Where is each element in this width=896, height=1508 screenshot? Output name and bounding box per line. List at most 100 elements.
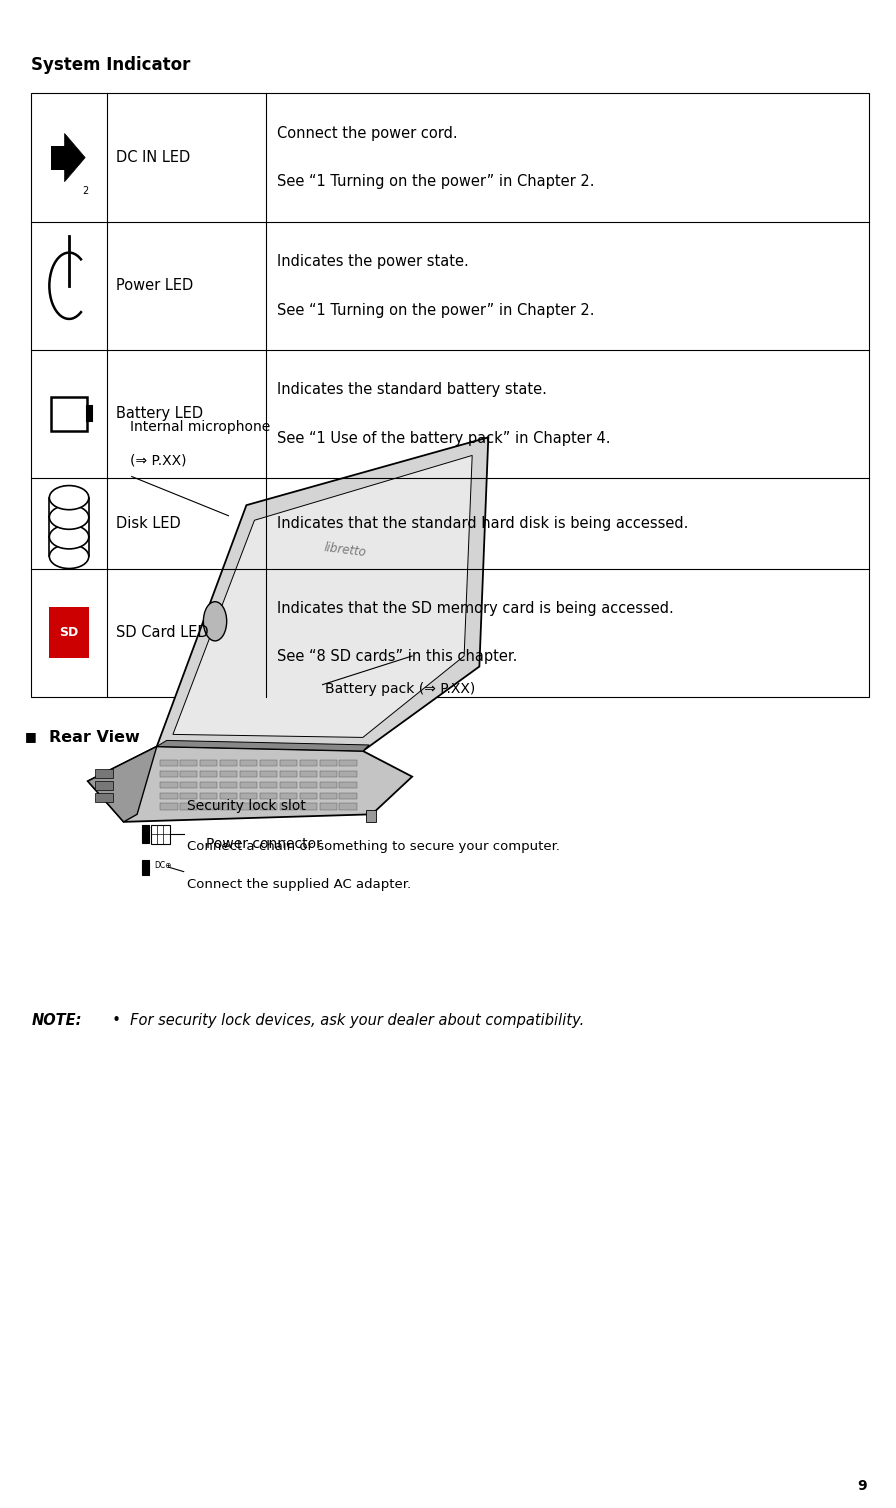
Text: SD: SD — [59, 626, 79, 639]
Text: libretto: libretto — [323, 541, 366, 559]
Bar — [200, 760, 218, 766]
Bar — [299, 781, 317, 789]
Bar — [180, 771, 197, 777]
Text: See “1 Use of the battery pack” in Chapter 4.: See “1 Use of the battery pack” in Chapt… — [277, 431, 610, 446]
Text: Indicates the standard battery state.: Indicates the standard battery state. — [277, 382, 547, 397]
Bar — [200, 804, 218, 810]
Text: •  For security lock devices, ask your dealer about compatibility.: • For security lock devices, ask your de… — [103, 1013, 584, 1028]
Bar — [299, 771, 317, 777]
Text: 9: 9 — [857, 1479, 867, 1493]
Bar — [142, 860, 149, 875]
Text: See “8 SD cards” in this chapter.: See “8 SD cards” in this chapter. — [277, 650, 517, 665]
Bar — [320, 771, 337, 777]
Bar — [220, 760, 237, 766]
Bar — [220, 771, 237, 777]
Bar — [340, 781, 357, 789]
Bar — [260, 793, 277, 799]
Bar — [366, 810, 376, 822]
Text: NOTE:: NOTE: — [31, 1013, 82, 1028]
Bar — [280, 804, 297, 810]
Text: ■: ■ — [25, 730, 37, 743]
Text: 2: 2 — [82, 185, 89, 196]
Bar — [320, 793, 337, 799]
Bar — [160, 793, 177, 799]
Bar — [240, 771, 257, 777]
Bar — [51, 397, 87, 431]
Bar — [87, 407, 92, 421]
Text: Indicates that the standard hard disk is being accessed.: Indicates that the standard hard disk is… — [277, 516, 688, 531]
Bar — [320, 804, 337, 810]
Text: System Indicator: System Indicator — [31, 56, 191, 74]
Bar — [200, 793, 218, 799]
Bar — [49, 606, 89, 657]
Text: See “1 Turning on the power” in Chapter 2.: See “1 Turning on the power” in Chapter … — [277, 303, 594, 318]
Text: See “1 Turning on the power” in Chapter 2.: See “1 Turning on the power” in Chapter … — [277, 175, 594, 190]
Bar — [160, 771, 177, 777]
Bar — [260, 804, 277, 810]
Bar — [160, 804, 177, 810]
Text: Power LED: Power LED — [116, 279, 193, 293]
Bar — [95, 793, 113, 802]
Polygon shape — [88, 746, 412, 822]
Polygon shape — [173, 455, 472, 737]
Bar — [320, 760, 337, 766]
Bar — [340, 793, 357, 799]
Polygon shape — [157, 740, 369, 751]
Bar — [31, 93, 869, 697]
Bar — [160, 760, 177, 766]
Bar — [220, 804, 237, 810]
Bar — [240, 781, 257, 789]
Bar — [240, 793, 257, 799]
Bar — [260, 760, 277, 766]
Bar — [340, 804, 357, 810]
Polygon shape — [65, 134, 85, 182]
Bar — [320, 781, 337, 789]
Bar — [220, 793, 237, 799]
Text: Indicates that the SD memory card is being accessed.: Indicates that the SD memory card is bei… — [277, 600, 674, 615]
Ellipse shape — [49, 525, 89, 549]
Text: Disk LED: Disk LED — [116, 516, 180, 531]
Bar — [180, 804, 197, 810]
Text: (⇒ P.XX): (⇒ P.XX) — [130, 454, 186, 467]
Text: Battery pack (⇒ P.XX): Battery pack (⇒ P.XX) — [325, 682, 476, 697]
Circle shape — [203, 602, 227, 641]
Bar — [280, 771, 297, 777]
Bar — [280, 781, 297, 789]
Text: DC IN LED: DC IN LED — [116, 151, 190, 164]
Bar — [340, 771, 357, 777]
Bar — [200, 781, 218, 789]
Ellipse shape — [49, 505, 89, 529]
Bar — [142, 825, 149, 843]
Bar — [180, 781, 197, 789]
Text: SD Card LED: SD Card LED — [116, 626, 209, 639]
Bar — [220, 781, 237, 789]
Bar — [180, 760, 197, 766]
Text: Security lock slot: Security lock slot — [187, 799, 306, 813]
Text: Internal microphone: Internal microphone — [130, 421, 271, 434]
Polygon shape — [157, 437, 488, 751]
Text: Connect the power cord.: Connect the power cord. — [277, 125, 457, 140]
Bar — [260, 771, 277, 777]
Bar — [299, 804, 317, 810]
Bar — [280, 793, 297, 799]
Bar — [299, 793, 317, 799]
Bar — [151, 825, 170, 844]
Bar — [180, 793, 197, 799]
Bar — [240, 760, 257, 766]
Polygon shape — [88, 746, 157, 822]
Bar — [260, 781, 277, 789]
Text: Connect a chain or something to secure your computer.: Connect a chain or something to secure y… — [187, 840, 560, 854]
Ellipse shape — [49, 544, 89, 569]
Bar — [95, 781, 113, 790]
Bar — [280, 760, 297, 766]
Text: Rear View: Rear View — [49, 730, 140, 745]
Bar — [299, 760, 317, 766]
Bar — [95, 769, 113, 778]
Text: DC⊕: DC⊕ — [154, 861, 172, 870]
Text: Indicates the power state.: Indicates the power state. — [277, 253, 469, 268]
Text: Power connector: Power connector — [206, 837, 322, 851]
Bar — [160, 781, 177, 789]
Bar — [340, 760, 357, 766]
Bar — [200, 771, 218, 777]
Text: Connect the supplied AC adapter.: Connect the supplied AC adapter. — [187, 878, 411, 891]
